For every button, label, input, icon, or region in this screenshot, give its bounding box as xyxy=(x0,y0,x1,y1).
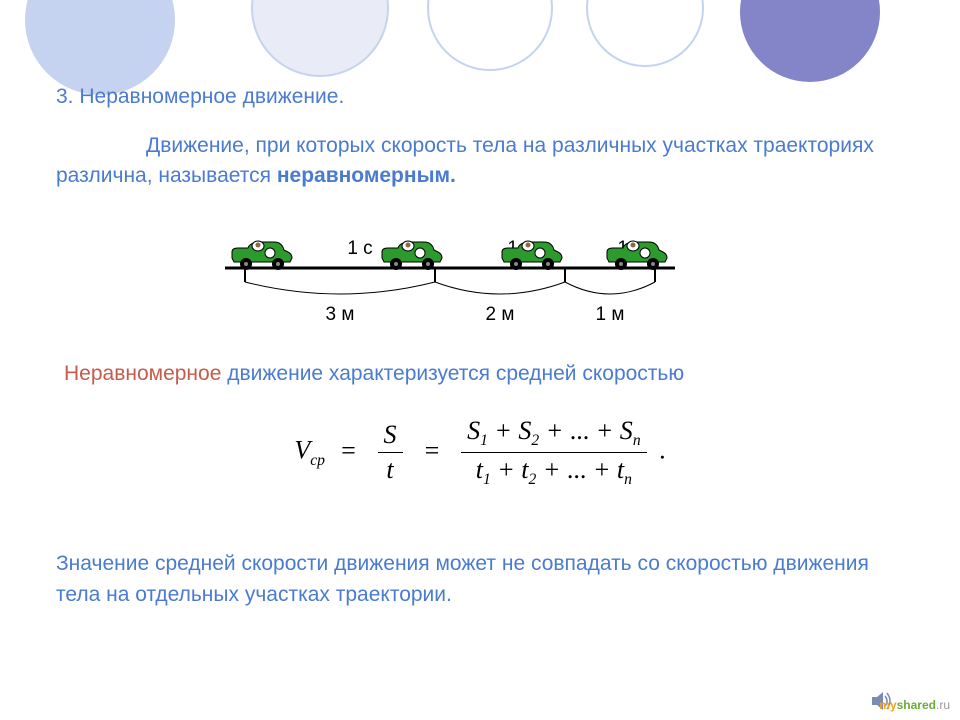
average-speed-formula: Vср = St = S1 + S2 + ... + Sn t1 + t2 + … xyxy=(294,416,665,489)
logo-ru: .ru xyxy=(936,698,950,712)
section-title: 3. Неравномерное движение. xyxy=(56,85,904,109)
characterization-line: Неравномерное движение характеризуется с… xyxy=(56,362,904,386)
svg-text:1 м: 1 м xyxy=(596,304,625,325)
char-red: Неравномерное xyxy=(64,362,221,385)
slide-content: 3. Неравномерное движение. Движение, при… xyxy=(0,0,960,610)
definition-text: Движение, при которых скорость тела на р… xyxy=(56,131,904,192)
closing-note: Значение средней скорости движения может… xyxy=(56,549,904,610)
intro-prefix: Движение, при которых скорость тела на р… xyxy=(56,134,874,187)
logo-shared: shared xyxy=(897,698,936,712)
formula-block: Vср = St = S1 + S2 + ... + Sn t1 + t2 + … xyxy=(56,416,904,489)
svg-text:1 с: 1 с xyxy=(347,238,372,259)
myshared-logo: myshared.ru xyxy=(879,698,950,712)
svg-text:3 м: 3 м xyxy=(326,304,355,325)
char-rest: движение характеризуется средней скорост… xyxy=(221,362,684,385)
svg-text:2 м: 2 м xyxy=(486,304,515,325)
logo-my: my xyxy=(879,698,896,712)
intro-bold: неравномерным. xyxy=(277,164,456,187)
motion-diagram: 1 с1 с1 с3 м2 м1 м xyxy=(225,222,735,332)
